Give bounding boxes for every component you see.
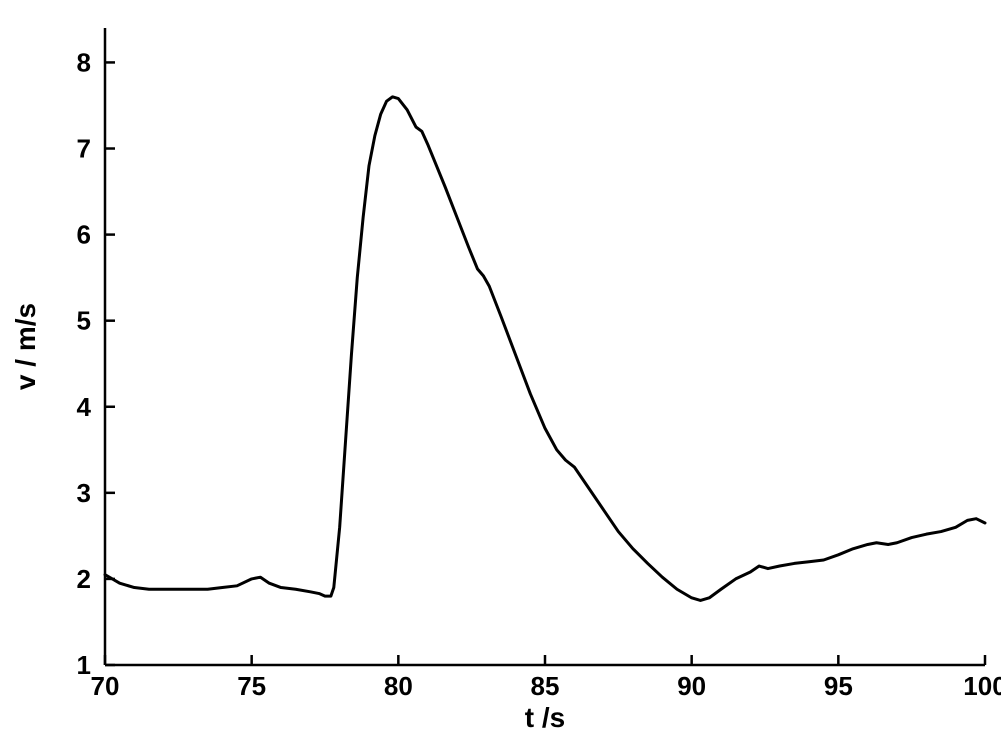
y-tick-label: 7 <box>77 134 91 164</box>
y-axis-label: v / m/s <box>10 303 41 390</box>
x-tick-label: 70 <box>91 671 120 701</box>
x-tick-label: 90 <box>677 671 706 701</box>
x-tick-label: 75 <box>237 671 266 701</box>
x-tick-label: 80 <box>384 671 413 701</box>
y-tick-label: 4 <box>77 392 92 422</box>
y-tick-label: 2 <box>77 564 91 594</box>
data-series-line <box>105 97 985 601</box>
y-tick-label: 6 <box>77 220 91 250</box>
velocity-time-chart: 70 75 80 85 90 95 100 1 2 3 4 5 6 7 8 t /s v / m/s <box>0 0 1001 739</box>
y-tick-label: 1 <box>77 650 91 680</box>
y-tick-label: 8 <box>77 47 91 77</box>
x-tick-label: 95 <box>824 671 853 701</box>
x-tick-label: 100 <box>963 671 1001 701</box>
y-tick-label: 3 <box>77 478 91 508</box>
x-axis-label: t /s <box>525 702 565 733</box>
y-tick-label: 5 <box>77 306 91 336</box>
x-tick-label: 85 <box>531 671 560 701</box>
chart-svg: 70 75 80 85 90 95 100 1 2 3 4 5 6 7 8 t /s v / m/s <box>0 0 1001 739</box>
